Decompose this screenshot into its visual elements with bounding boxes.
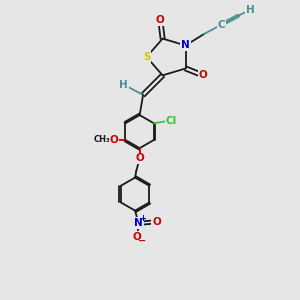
Text: −: − [138, 236, 146, 246]
Text: S: S [143, 52, 150, 62]
Text: O: O [109, 135, 118, 145]
Text: O: O [156, 15, 165, 25]
Text: N: N [134, 218, 143, 228]
Text: O: O [199, 70, 207, 80]
Text: O: O [152, 217, 161, 227]
Text: N: N [181, 40, 190, 50]
Text: H: H [119, 80, 128, 89]
Text: +: + [139, 214, 146, 223]
Text: O: O [135, 154, 144, 164]
Text: C: C [218, 20, 225, 30]
Text: H: H [245, 5, 254, 15]
Text: O: O [133, 232, 142, 242]
Text: Cl: Cl [166, 116, 177, 126]
Text: CH₃: CH₃ [94, 135, 110, 144]
